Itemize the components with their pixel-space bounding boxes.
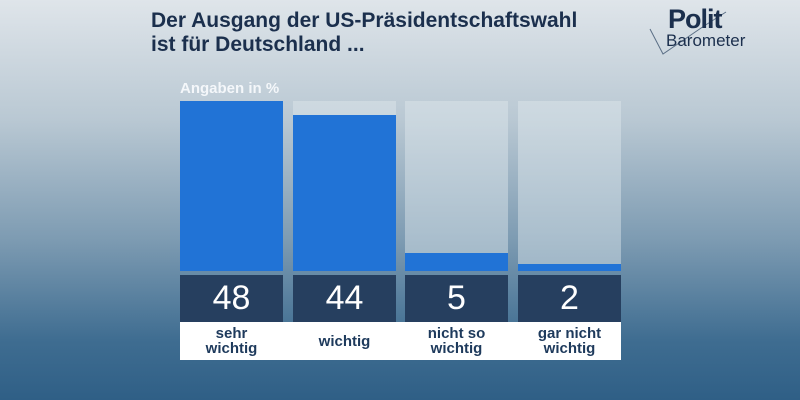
category-label: nicht so wichtig xyxy=(405,322,508,360)
label-gap xyxy=(395,322,405,360)
politbarometer-logo: Polit Barometer xyxy=(648,4,758,55)
bar-background xyxy=(405,101,508,271)
category-label: gar nicht wichtig xyxy=(518,322,621,360)
data-label: 44 xyxy=(293,275,396,322)
label-gap xyxy=(508,322,518,360)
bar xyxy=(405,253,508,271)
category-label: sehr wichtig xyxy=(180,322,283,360)
unit-label: Angaben in % xyxy=(180,80,280,97)
label-gap xyxy=(283,322,293,360)
bar xyxy=(293,115,396,271)
data-label: 48 xyxy=(180,275,283,322)
category-label: wichtig xyxy=(293,322,396,360)
data-label: 2 xyxy=(518,275,621,322)
data-label: 5 xyxy=(405,275,508,322)
logo-text-2: Barometer xyxy=(666,31,746,50)
title-line-2: ist für Deutschland ... xyxy=(151,33,365,56)
chart-title: Der Ausgang der US-Präsidentschaftswahl … xyxy=(151,9,577,57)
bar-background xyxy=(518,101,621,271)
logo-text-1: Polit xyxy=(668,4,722,34)
check-mark-icon xyxy=(649,11,727,55)
bar xyxy=(518,263,621,271)
bar xyxy=(180,101,283,271)
title-line-1: Der Ausgang der US-Präsidentschaftswahl xyxy=(151,9,578,32)
